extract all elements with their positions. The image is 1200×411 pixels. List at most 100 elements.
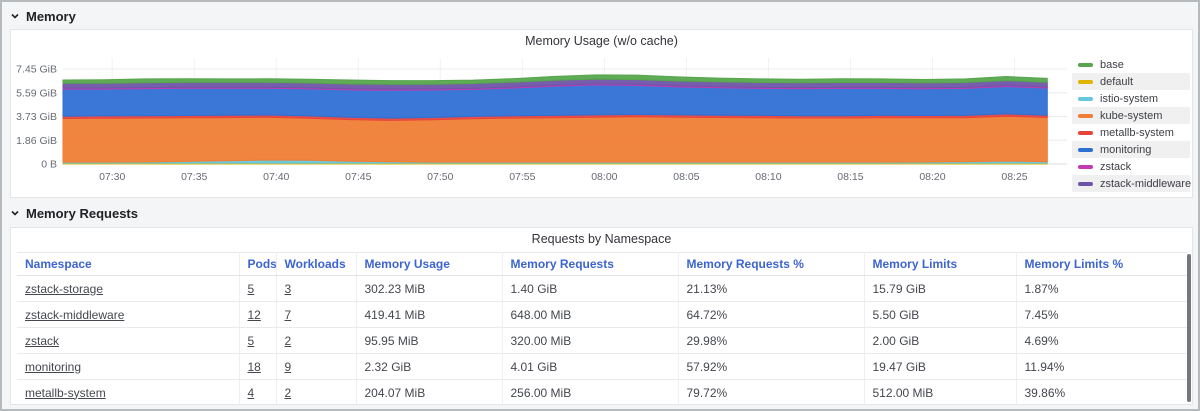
col-header-memory-usage[interactable]: Memory Usage xyxy=(356,252,503,276)
area-series-kube-system xyxy=(62,115,1048,163)
cell-memory-usage: 204.07 MiB xyxy=(356,379,503,404)
cell-link-workloads[interactable]: 9 xyxy=(284,359,292,374)
cell-link-pods[interactable]: 4 xyxy=(247,385,255,400)
legend-item-default[interactable]: default xyxy=(1072,73,1190,90)
table-scrollbar[interactable] xyxy=(1187,254,1191,402)
legend-color-dash xyxy=(1078,96,1093,101)
requests-by-namespace-table: Namespace Pods Workloads Memory Usage Memory… xyxy=(17,252,1188,404)
cell-workloads: 2 xyxy=(276,379,357,404)
table-header-row: Namespace Pods Workloads Memory Usage Memory… xyxy=(17,252,1188,276)
legend-item-kube-system[interactable]: kube-system xyxy=(1072,107,1190,124)
x-axis-label: 07:30 xyxy=(99,171,125,183)
cell-memory-usage: 95.95 MiB xyxy=(356,327,503,354)
cell-memory-requests-: 79.72% xyxy=(678,379,865,404)
x-axis-label: 07:45 xyxy=(345,171,371,183)
legend-item-istio-system[interactable]: istio-system xyxy=(1072,90,1190,107)
col-header-pods[interactable]: Pods xyxy=(239,252,277,276)
cell-link-namespace[interactable]: zstack-storage xyxy=(25,281,104,296)
legend-label: monitoring xyxy=(1100,143,1152,156)
legend-item-zstack-middleware[interactable]: zstack-middleware xyxy=(1072,175,1192,192)
cell-pods: 5 xyxy=(239,327,277,354)
cell-link-namespace[interactable]: metallb-system xyxy=(25,385,106,400)
table-row-metallb-system: metallb-system 4 2 204.07 MiB 256.00 MiB 79.7… xyxy=(17,379,1188,404)
cell-link-pods[interactable]: 18 xyxy=(247,359,261,374)
cell-memory-requests: 1.40 GiB xyxy=(502,275,679,302)
cell-memory-limits-: 1.87% xyxy=(1016,275,1188,302)
legend-label: base xyxy=(1100,58,1124,71)
table-row-monitoring: monitoring 18 9 2.32 GiB 4.01 GiB 57.92% 19.47… xyxy=(17,353,1188,380)
section-title-memory: Memory xyxy=(26,8,76,24)
cell-workloads: 9 xyxy=(276,353,357,380)
table-row-zstack: zstack 5 2 95.95 MiB 320.00 MiB 29.98% 2.00 Gi… xyxy=(17,327,1188,354)
requests-table-panel: Requests by Namespace Namespace Pods Workl… xyxy=(10,227,1193,405)
cell-link-pods[interactable]: 5 xyxy=(247,333,255,348)
table-row-zstack-middleware: zstack-middleware 12 7 419.41 MiB 648.00 MiB… xyxy=(17,301,1188,328)
section-title-memory-requests: Memory Requests xyxy=(26,205,138,221)
legend-color-dash xyxy=(1078,62,1093,67)
cell-link-workloads[interactable]: 7 xyxy=(284,307,292,322)
area-series-monitoring xyxy=(62,84,1048,119)
cell-link-namespace[interactable]: zstack xyxy=(25,333,60,348)
chevron-down-icon xyxy=(10,11,20,21)
area-series-base xyxy=(62,74,1048,85)
x-axis-label: 08:05 xyxy=(673,171,699,183)
legend-item-metallb-system[interactable]: metallb-system xyxy=(1072,124,1190,141)
cell-memory-requests: 648.00 MiB xyxy=(502,301,679,328)
cell-memory-usage: 419.41 MiB xyxy=(356,301,503,328)
cell-memory-usage: 2.32 GiB xyxy=(356,353,503,380)
x-axis-label: 07:35 xyxy=(181,171,207,183)
cell-pods: 5 xyxy=(239,275,277,302)
cell-memory-limits: 512.00 MiB xyxy=(864,379,1017,404)
legend-item-base[interactable]: base xyxy=(1072,56,1190,73)
legend-color-dash xyxy=(1078,113,1093,118)
cell-link-workloads[interactable]: 2 xyxy=(284,385,292,400)
col-header-memory-limits-[interactable]: Memory Limits % xyxy=(1016,252,1188,276)
legend-label: kube-system xyxy=(1100,109,1163,122)
memory-usage-panel: Memory Usage (w/o cache) 0 B 1.86 GiB 3.73… xyxy=(10,29,1193,198)
cell-memory-limits-: 7.45% xyxy=(1016,301,1188,328)
col-header-memory-limits[interactable]: Memory Limits xyxy=(864,252,1017,276)
x-axis-label: 08:00 xyxy=(591,171,617,183)
col-header-memory-requests[interactable]: Memory Requests xyxy=(502,252,679,276)
cell-link-workloads[interactable]: 2 xyxy=(284,333,292,348)
legend-label: metallb-system xyxy=(1100,126,1174,139)
cell-pods: 4 xyxy=(239,379,277,404)
legend-color-dash xyxy=(1078,164,1093,169)
memory-usage-chart[interactable]: 0 B 1.86 GiB 3.73 GiB 5.59 GiB 7.45 GiB 07:30… xyxy=(15,52,1075,194)
cell-memory-requests: 256.00 MiB xyxy=(502,379,679,404)
chart-title: Memory Usage (w/o cache) xyxy=(525,34,678,48)
row-header-memory-requests[interactable]: Memory Requests xyxy=(10,202,138,224)
y-axis-label: 7.45 GiB xyxy=(16,64,57,76)
x-axis-label: 07:55 xyxy=(509,171,535,183)
y-axis-label: 0 B xyxy=(41,159,57,171)
x-axis-label: 07:50 xyxy=(427,171,453,183)
cell-link-workloads[interactable]: 3 xyxy=(284,281,292,296)
cell-memory-limits: 15.79 GiB xyxy=(864,275,1017,302)
col-header-namespace[interactable]: Namespace xyxy=(17,252,240,276)
requests-table-wrap: Namespace Pods Workloads Memory Usage Memory… xyxy=(17,252,1188,404)
legend-item-monitoring[interactable]: monitoring xyxy=(1072,141,1190,158)
cell-memory-requests-: 21.13% xyxy=(678,275,865,302)
cell-link-namespace[interactable]: monitoring xyxy=(25,359,82,374)
col-header-workloads[interactable]: Workloads xyxy=(276,252,357,276)
cell-memory-requests-: 57.92% xyxy=(678,353,865,380)
cell-namespace: monitoring xyxy=(17,353,240,380)
cell-memory-requests-: 29.98% xyxy=(678,327,865,354)
cell-link-pods[interactable]: 5 xyxy=(247,281,255,296)
chevron-down-icon xyxy=(10,208,20,218)
table-title: Requests by Namespace xyxy=(531,232,672,246)
cell-namespace: zstack xyxy=(17,327,240,354)
legend-color-dash xyxy=(1078,79,1093,84)
cell-link-namespace[interactable]: zstack-middleware xyxy=(25,307,125,322)
row-header-memory[interactable]: Memory xyxy=(10,5,76,27)
cell-link-pods[interactable]: 12 xyxy=(247,307,261,322)
x-axis-label: 08:10 xyxy=(755,171,781,183)
cell-workloads: 2 xyxy=(276,327,357,354)
legend-label: zstack-middleware xyxy=(1100,177,1192,190)
cell-memory-requests: 320.00 MiB xyxy=(502,327,679,354)
col-header-memory-requests-[interactable]: Memory Requests % xyxy=(678,252,865,276)
cell-workloads: 3 xyxy=(276,275,357,302)
legend-item-zstack[interactable]: zstack xyxy=(1072,158,1190,175)
cell-namespace: metallb-system xyxy=(17,379,240,404)
